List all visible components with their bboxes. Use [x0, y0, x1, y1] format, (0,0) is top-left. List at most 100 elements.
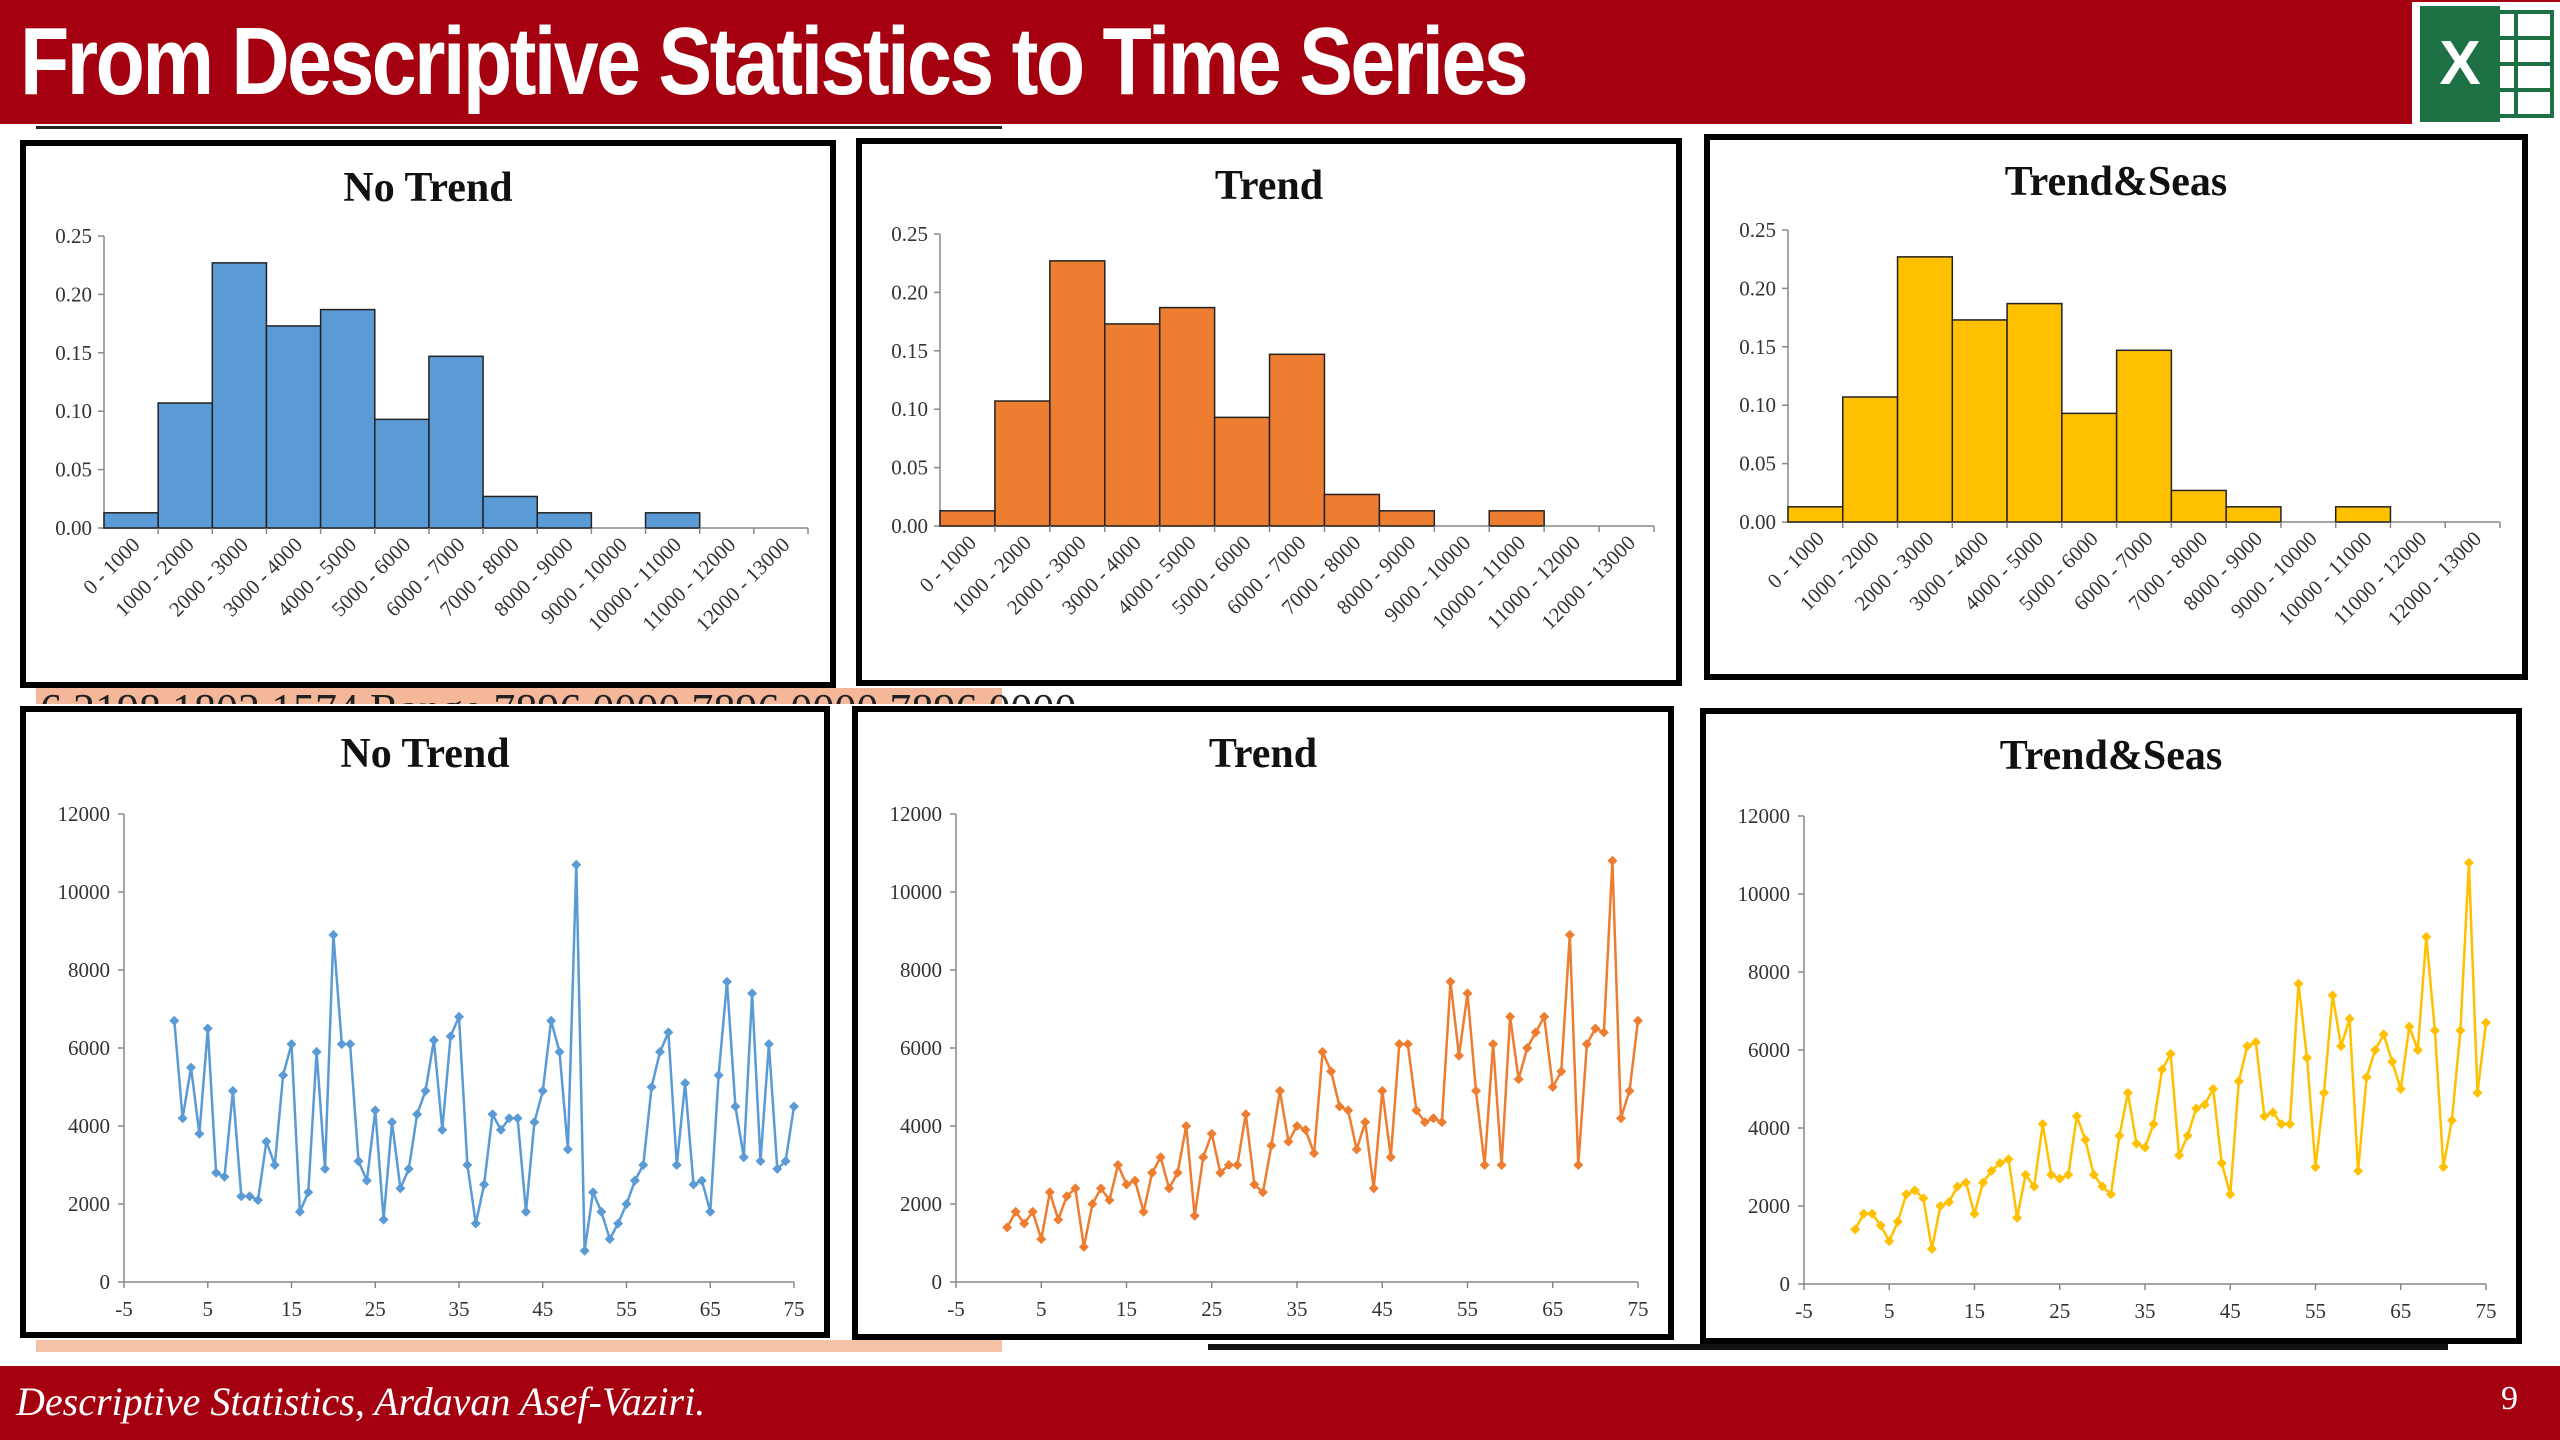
data-point [2472, 1087, 2483, 1098]
data-point [303, 1187, 314, 1198]
data-point [2114, 1130, 2125, 1141]
data-point [680, 1078, 691, 1089]
data-point [1522, 1043, 1533, 1053]
data-point [2208, 1084, 2219, 1094]
data-point [1351, 1144, 1362, 1155]
data-point [2404, 1021, 2415, 1032]
data-point [705, 1206, 716, 1217]
data-point [2105, 1189, 2116, 1200]
y-tick-label: 4000 [1748, 1116, 1790, 1140]
data-point [211, 1167, 222, 1178]
histogram-bar [1488, 510, 1545, 527]
data-point [2088, 1169, 2099, 1180]
data-point [2310, 1162, 2321, 1172]
data-point [1995, 1158, 2006, 1169]
y-tick-label: 0 [100, 1270, 111, 1294]
y-tick-label: 2000 [68, 1192, 110, 1216]
background-strip [1208, 1344, 2448, 1350]
data-point [244, 1191, 255, 1202]
y-tick-label: 8000 [1748, 960, 1790, 984]
data-point [361, 1175, 372, 1186]
data-point [336, 1039, 347, 1050]
data-point [1488, 1039, 1499, 1050]
histogram-bar [2061, 412, 2118, 523]
data-point [1368, 1183, 1379, 1194]
data-point [1428, 1113, 1439, 1124]
histogram-bar [2006, 302, 2063, 523]
x-tick-label: 65 [1542, 1297, 1563, 1321]
histogram-bar [1049, 260, 1106, 527]
data-point [1436, 1117, 1447, 1128]
histogram-no-trend: 0.00 0.05 0.10 0.15 0.20 0.25 0 - 1000 1000 - 2… [20, 140, 836, 688]
data-point [2054, 1173, 2065, 1184]
x-tick-label: 45 [2220, 1299, 2241, 1323]
data-point [2216, 1158, 2227, 1169]
data-point [1496, 1160, 1507, 1170]
data-point [387, 1117, 397, 1128]
data-point [1036, 1234, 1047, 1245]
data-point [638, 1160, 649, 1170]
data-point [2182, 1130, 2193, 1141]
x-tick-label: 25 [365, 1297, 386, 1321]
data-point [454, 1011, 464, 1022]
data-point [2293, 978, 2304, 989]
data-point [395, 1183, 406, 1194]
data-point [194, 1128, 205, 1139]
data-point [1274, 1085, 1285, 1096]
data-point [294, 1206, 305, 1217]
data-point [529, 1117, 540, 1128]
histogram-trend-seas: 0.00 0.05 0.10 0.15 0.20 0.25 0 - 1000 1000 - 2… [1704, 134, 2528, 680]
histogram-bar [1378, 510, 1436, 527]
histogram-bar [482, 495, 538, 529]
data-point [546, 1015, 557, 1026]
data-point [2250, 1037, 2261, 1048]
histogram-bar [536, 512, 593, 529]
data-point [1232, 1160, 1243, 1170]
data-point [2122, 1087, 2133, 1098]
histogram-bar [1158, 306, 1216, 527]
data-point [1061, 1191, 1072, 1202]
data-point [730, 1101, 741, 1112]
x-tick-label: -5 [115, 1297, 133, 1321]
y-tick-label: 0 [1780, 1272, 1791, 1296]
data-point [2463, 857, 2474, 868]
x-tick-label: 5 [203, 1297, 214, 1321]
y-tick-label: 0.20 [55, 282, 92, 306]
data-point [1850, 1224, 1861, 1235]
data-point [1198, 1152, 1209, 1163]
data-point [1935, 1201, 1946, 1211]
data-point [789, 1101, 799, 1112]
data-point [1010, 1206, 1021, 1217]
excel-logo-letter: X [2439, 29, 2480, 98]
timeseries-trend-plot: 0 2000 4000 6000 8000 10000 12000 -5 5 15 25 35 45 55… [890, 802, 1649, 1321]
histogram-bar [265, 325, 322, 529]
data-point [1181, 1121, 1192, 1131]
data-point [1901, 1189, 1912, 1200]
data-point [621, 1199, 632, 1209]
data-point [1892, 1216, 1903, 1227]
data-point [1002, 1222, 1013, 1233]
histogram-bar [1213, 416, 1271, 527]
y-tick-label: 0.15 [891, 339, 928, 363]
data-point [1104, 1195, 1115, 1206]
background-table-fragments: 6 2198 1802 1574 Range 7896.0000 7896.00… [40, 670, 2440, 704]
data-point [445, 1031, 456, 1042]
y-tick-label: 12000 [58, 802, 111, 826]
data-point [2080, 1134, 2091, 1145]
chart-title: Trend&Seas [2004, 159, 2228, 205]
data-point [1633, 1015, 1643, 1026]
y-tick-label: 0.00 [891, 514, 928, 538]
data-point [1343, 1105, 1354, 1116]
data-point [311, 1046, 322, 1057]
y-tick-label: 10000 [890, 880, 943, 904]
data-point [412, 1109, 423, 1120]
y-tick-label: 6000 [68, 1036, 110, 1060]
data-point [1598, 1027, 1609, 1038]
data-point [1027, 1206, 1038, 1217]
data-point [1070, 1183, 1081, 1194]
data-point [1513, 1074, 1524, 1085]
data-point [1138, 1206, 1149, 1217]
